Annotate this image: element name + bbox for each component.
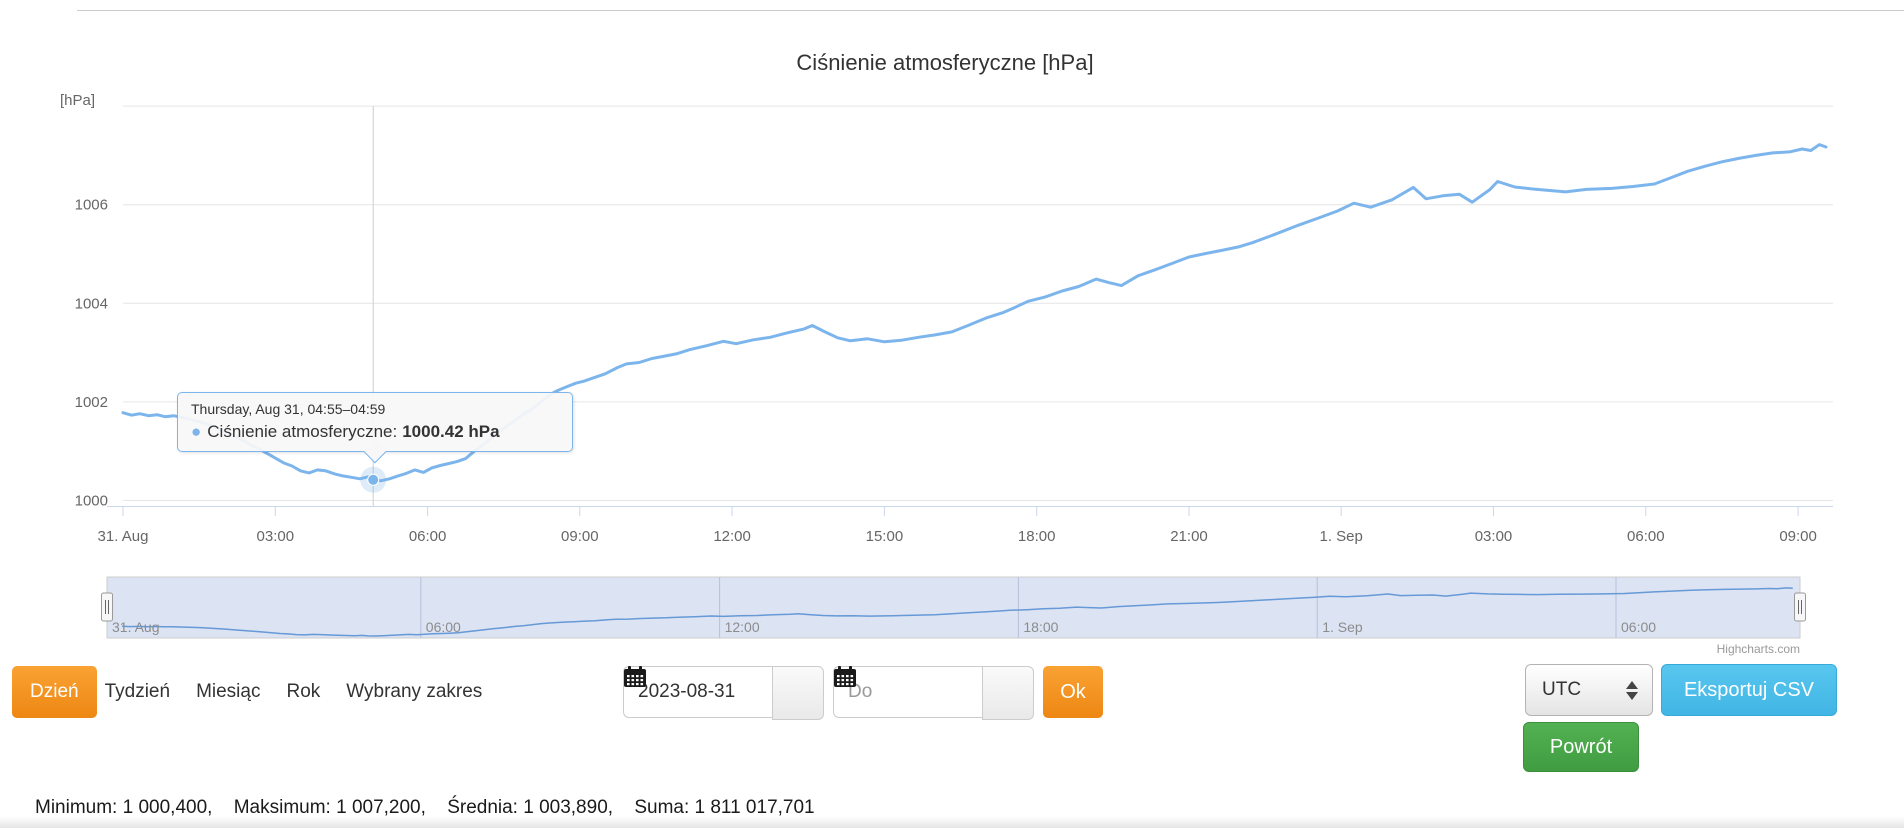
x-axis-label: 21:00 <box>1170 528 1208 545</box>
select-arrows-icon <box>1626 680 1638 700</box>
calendar-icon <box>834 666 856 687</box>
x-axis-label: 12:00 <box>713 528 751 545</box>
stat-srednia: Średnia: 1 003,890, <box>447 797 614 818</box>
navigator-axis-label: 12:00 <box>725 619 760 635</box>
date-to-calendar-button[interactable] <box>834 666 1034 720</box>
back-button[interactable]: Powrót <box>1523 722 1639 772</box>
timezone-selected-value: UTC <box>1542 679 1582 700</box>
range-button-year[interactable]: Rok <box>286 681 321 702</box>
x-axis-label: 09:00 <box>561 528 599 545</box>
y-axis-label: 1004 <box>75 295 108 312</box>
series-bullet-icon: ● <box>191 422 202 441</box>
highcharts-credits: Highcharts.com <box>1716 642 1800 656</box>
range-button-custom[interactable]: Wybrany zakres <box>346 681 483 702</box>
date-to-input[interactable] <box>833 666 982 718</box>
navigator-axis-label: 31. Aug <box>112 619 160 635</box>
ok-button[interactable]: Ok <box>1043 666 1103 718</box>
navigator-axis-label: 06:00 <box>1621 619 1656 635</box>
navigator-axis-label: 18:00 <box>1023 619 1058 635</box>
chart-canvas: 1000 1002 1004 1006 31. Aug 03:00 06:00 09:00 12… <box>75 105 1833 639</box>
x-axis-label: 1. Sep <box>1320 528 1363 545</box>
stat-suma: Suma: 1 811 017,701 <box>634 797 815 818</box>
x-axis-label: 03:00 <box>1475 528 1513 545</box>
y-axis-title: [hPa] <box>60 92 96 109</box>
stats-summary: Minimum: 1 000,400, Maksimum: 1 007,200,… <box>35 797 831 819</box>
y-axis-label: 1002 <box>75 394 108 411</box>
tooltip-series-label: Ciśnienie atmosferyczne: <box>207 422 398 441</box>
date-from-group <box>623 666 824 720</box>
x-axis-label: 31. Aug <box>98 528 149 545</box>
export-csv-button[interactable]: Eksportuj CSV <box>1661 664 1837 716</box>
pressure-series-line[interactable] <box>121 143 1828 483</box>
hover-point-marker <box>367 473 380 486</box>
chart-title: Ciśnienie atmosferyczne [hPa] <box>796 50 1094 75</box>
date-from-input[interactable] <box>623 666 772 718</box>
navigator-handle-left[interactable] <box>101 592 113 622</box>
navigator-axis-label: 1. Sep <box>1322 619 1363 635</box>
timezone-select[interactable]: UTC <box>1525 664 1653 716</box>
top-divider <box>77 10 1904 11</box>
tooltip-value: 1000.42 hPa <box>402 422 500 441</box>
x-axis-label: 03:00 <box>257 528 295 545</box>
tooltip-header: Thursday, Aug 31, 04:55–04:59 <box>191 401 386 417</box>
stat-maksimum: Maksimum: 1 007,200, <box>233 797 426 818</box>
x-axis-label: 06:00 <box>409 528 447 545</box>
range-button-group: Dzień Tydzień Miesiąc Rok Wybrany zakres <box>12 666 482 718</box>
navigator-handle-right[interactable] <box>1794 592 1806 622</box>
x-axis-label: 09:00 <box>1779 528 1817 545</box>
range-button-day[interactable]: Dzień <box>12 666 97 718</box>
navigator-mask[interactable] <box>106 576 1801 639</box>
range-button-month[interactable]: Miesiąc <box>196 681 261 702</box>
navigator-series-line <box>121 587 1793 637</box>
x-axis-label: 06:00 <box>1627 528 1665 545</box>
calendar-icon <box>624 666 646 687</box>
bottom-shadow <box>0 816 1904 828</box>
range-button-week[interactable]: Tydzień <box>104 681 171 702</box>
chart-tooltip: Thursday, Aug 31, 04:55–04:59 ● Ciśnienie… <box>177 392 573 463</box>
x-axis-label: 18:00 <box>1018 528 1056 545</box>
y-axis-label: 1000 <box>75 493 108 510</box>
stat-minimum: Minimum: 1 000,400, <box>35 797 213 818</box>
x-axis-label: 15:00 <box>866 528 904 545</box>
tooltip-body: ● Ciśnienie atmosferyczne: 1000.42 hPa <box>191 422 559 442</box>
navigator-axis-label: 06:00 <box>426 619 461 635</box>
y-axis-label: 1006 <box>75 197 108 214</box>
date-from-calendar-button[interactable] <box>624 666 824 720</box>
date-to-group <box>833 666 1034 720</box>
